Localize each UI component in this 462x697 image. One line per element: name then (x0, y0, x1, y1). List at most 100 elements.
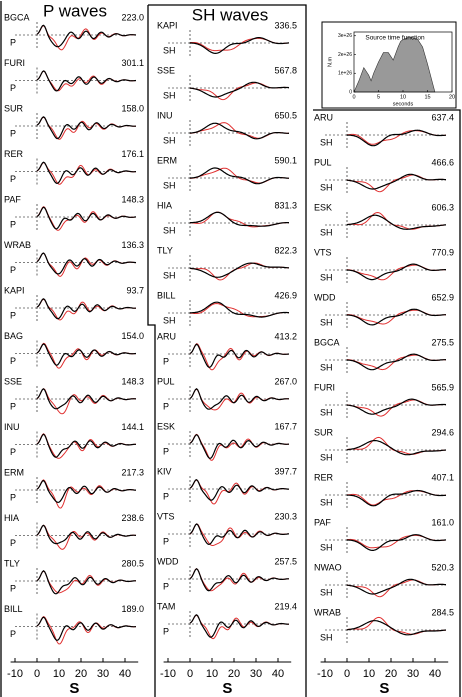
observed-trace (189, 614, 289, 638)
station-label: KAPI (4, 285, 25, 295)
amplitude-label: 223.0 (121, 12, 144, 22)
station-label: BGCA (4, 12, 30, 22)
station-label: PUL (157, 376, 175, 386)
phase-label: SH (320, 632, 333, 642)
station-label: PAF (314, 517, 331, 527)
amplitude-label: 230.3 (274, 511, 297, 521)
amplitude-label: 267.0 (274, 376, 297, 386)
observed-trace (346, 353, 447, 371)
amplitude-label: 144.1 (121, 422, 144, 432)
observed-trace (190, 167, 290, 185)
phase-label: SH (320, 137, 333, 147)
amplitude-label: 280.5 (121, 558, 144, 568)
phase-label: P (10, 265, 16, 275)
phase-label: P (163, 446, 169, 456)
synthetic-trace (36, 388, 136, 415)
synthetic-trace (36, 433, 136, 459)
observed-trace (36, 616, 136, 642)
observed-trace (347, 534, 447, 551)
synthetic-trace (189, 122, 290, 139)
station-label: WDD (157, 556, 179, 566)
observed-trace (36, 161, 137, 185)
x-tick-label: 40 (119, 668, 131, 680)
observed-trace (347, 489, 447, 507)
synthetic-trace (36, 524, 137, 550)
station-label: TAM (157, 601, 175, 611)
amplitude-label: 167.7 (274, 421, 297, 431)
amplitude-label: 154.0 (121, 331, 144, 341)
x-tick-label: -10 (7, 668, 23, 680)
phase-label: P (163, 536, 169, 546)
amplitude-label: 257.5 (274, 556, 297, 566)
observed-trace (36, 570, 136, 595)
x-tick-label: 30 (97, 668, 109, 680)
amplitude-label: 520.3 (431, 562, 454, 572)
station-label: ARU (314, 112, 333, 122)
synthetic-trace (346, 399, 447, 417)
phase-label: P (10, 492, 16, 502)
x-tick-label: 0 (34, 668, 40, 680)
amplitude-label: 217.3 (121, 467, 144, 477)
x-axis-label: S (69, 680, 79, 697)
synthetic-trace (346, 130, 447, 145)
synthetic-trace (346, 264, 446, 281)
station-label: SSE (157, 65, 175, 75)
phase-label: SH (163, 90, 176, 100)
observed-trace (189, 568, 289, 592)
synthetic-trace (189, 523, 289, 546)
amplitude-label: 397.7 (274, 466, 297, 476)
amplitude-label: 590.1 (274, 155, 297, 165)
amplitude-label: 407.1 (431, 472, 454, 482)
observed-trace (36, 433, 136, 458)
observed-trace (36, 388, 137, 410)
amplitude-label: 136.3 (121, 240, 144, 250)
phase-label: SH (163, 315, 176, 325)
stf-y-tick-label: 2e+26 (338, 52, 352, 58)
synthetic-trace (346, 309, 446, 325)
x-axis-label: S (379, 680, 389, 697)
synthetic-trace (36, 479, 136, 509)
observed-trace (36, 206, 137, 230)
observed-trace (189, 433, 290, 460)
phase-label: P (163, 581, 169, 591)
phase-label: P (10, 37, 16, 47)
station-label: FURI (314, 382, 335, 392)
observed-trace (189, 81, 290, 98)
x-tick-label: 10 (363, 668, 375, 680)
station-label: SSE (4, 376, 22, 386)
phase-label: P (10, 219, 16, 229)
synthetic-trace (346, 174, 447, 193)
station-label: HIA (4, 513, 19, 523)
title-left: P waves (43, 1, 107, 20)
observed-trace (190, 122, 290, 140)
synthetic-trace (346, 579, 447, 598)
phase-label: P (10, 538, 16, 548)
station-label: WDD (314, 292, 336, 302)
x-tick-label: 0 (187, 668, 193, 680)
phase-label: P (10, 401, 16, 411)
station-label: BAG (4, 331, 23, 341)
phase-label: SH (163, 270, 176, 280)
observed-trace (36, 252, 137, 275)
observed-trace (346, 173, 446, 190)
amplitude-label: 176.1 (121, 149, 144, 159)
x-axis-label: S (222, 680, 232, 697)
station-label: INU (157, 110, 173, 120)
phase-label: SH (163, 225, 176, 235)
x-tick-label: 0 (344, 668, 350, 680)
synthetic-trace (36, 162, 137, 185)
stf-x-tick-label: 0 (352, 94, 355, 100)
observed-trace (36, 298, 136, 320)
station-label: WRAB (314, 607, 341, 617)
phase-label: SH (320, 317, 333, 327)
station-label: TLY (157, 245, 173, 255)
stf-x-tick-label: 10 (400, 94, 406, 100)
observed-trace (347, 129, 447, 147)
amplitude-label: 770.9 (431, 247, 454, 257)
observed-trace (190, 37, 290, 55)
station-label: KAPI (157, 20, 178, 30)
station-label: WRAB (4, 240, 31, 250)
x-tick-label: 10 (53, 668, 65, 680)
x-tick-label: 20 (75, 668, 87, 680)
